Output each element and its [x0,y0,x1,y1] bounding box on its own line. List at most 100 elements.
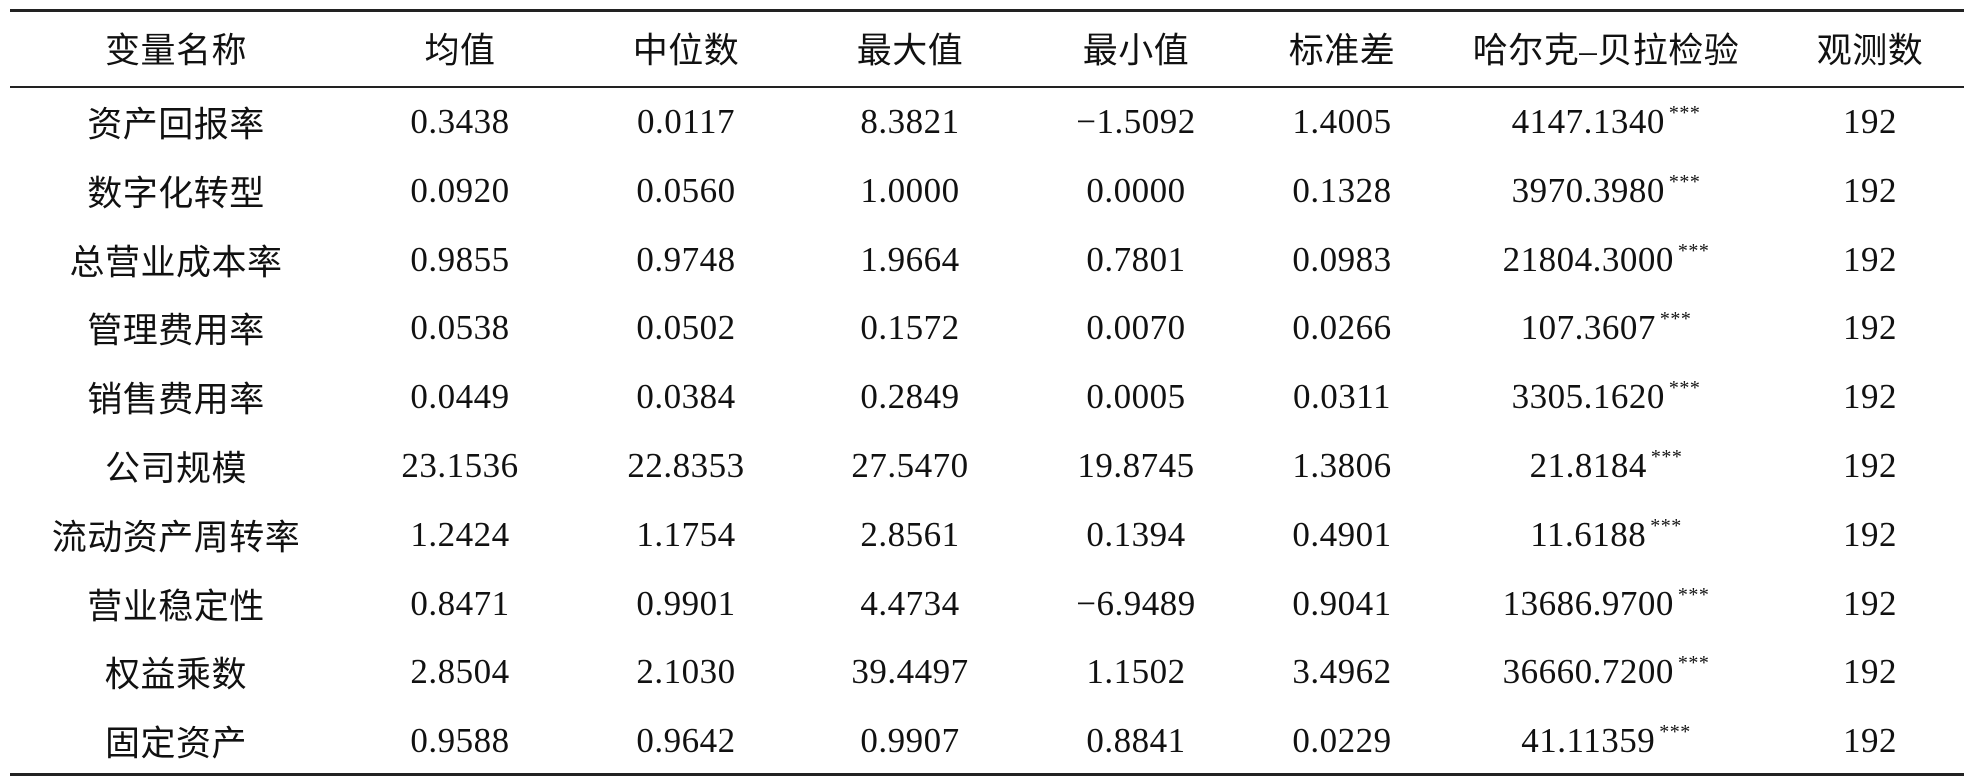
test-cell: 11.6188 *** [1530,515,1681,555]
value-cell: 0.2849 [860,377,960,417]
test-value: 21804.3000 [1502,239,1674,279]
variable-name: 销售费用率 [87,380,265,420]
test-value: 107.3607 [1520,308,1656,348]
header-cell: 哈尔克–贝拉检验 [1472,31,1740,71]
significance: *** [1659,308,1692,331]
header-cell: 最大值 [856,31,964,71]
value-cell: 0.0384 [636,377,736,417]
value-cell: 192 [1843,239,1897,279]
value-cell: 2.8504 [410,652,510,692]
header-cell: 标准差 [1288,31,1396,71]
header-rule [10,86,1964,88]
significance: *** [1668,170,1701,193]
value-cell: 0.1394 [1086,514,1186,554]
value-cell: 192 [1843,652,1897,692]
value-cell: 0.9748 [636,239,736,279]
test-cell: 3305.1620 *** [1512,377,1701,417]
test-cell: 107.3607 *** [1521,308,1692,348]
test-cell: 13686.9700 *** [1503,584,1710,624]
value-cell: 0.0117 [637,102,735,141]
header-cell: 均值 [424,31,496,71]
variable-name: 公司规模 [104,449,248,489]
value-cell: 0.0983 [1292,239,1392,279]
value-cell: 0.8471 [410,583,510,623]
value-cell: 0.9588 [410,721,510,761]
variable-name: 数字化转型 [87,174,265,214]
value-cell: 0.0311 [1293,377,1391,417]
value-cell: 0.9907 [860,721,960,761]
value-cell: 0.0560 [636,170,736,210]
value-cell: 3.4962 [1292,652,1392,692]
value-cell: 0.9642 [636,721,736,761]
value-cell: 0.9041 [1292,583,1392,623]
variable-name: 固定资产 [104,724,248,764]
value-cell: 192 [1843,721,1897,761]
value-cell: 192 [1843,377,1897,417]
value-cell: 0.1328 [1292,170,1392,210]
value-cell: 192 [1843,308,1897,348]
significance: *** [1668,102,1701,124]
value-cell: 1.9664 [860,239,960,279]
test-value: 41.11359 [1521,721,1656,761]
test-cell: 3970.3980 *** [1512,171,1701,211]
value-cell: 19.8745 [1077,446,1195,485]
significance: *** [1650,446,1683,468]
test-value: 13686.9700 [1502,583,1674,623]
significance: *** [1659,721,1691,744]
variable-name: 营业稳定性 [87,587,265,627]
value-cell: 27.5470 [851,446,969,485]
test-value: 11.6188 [1530,514,1647,554]
test-value: 3970.3980 [1511,170,1665,210]
value-cell: 0.0538 [410,308,510,348]
value-cell: 0.8841 [1086,721,1186,761]
value-cell: 0.3438 [410,102,510,141]
header-cell: 观测数 [1816,31,1924,71]
test-value: 21.8184 [1529,446,1647,485]
value-cell: 0.0920 [410,170,510,210]
value-cell: 0.9855 [410,239,510,279]
value-cell: 0.0000 [1086,170,1186,210]
value-cell: 0.0449 [410,377,510,417]
test-cell: 41.11359 *** [1521,721,1690,761]
variable-name: 资产回报率 [87,105,265,145]
top-rule [10,9,1964,12]
significance: *** [1650,514,1682,537]
value-cell: 0.0266 [1292,308,1392,348]
value-cell: 192 [1843,170,1897,210]
variable-name: 管理费用率 [87,311,265,351]
value-cell: 23.1536 [401,446,519,485]
value-cell: 0.0070 [1086,308,1186,348]
value-cell: 192 [1843,446,1897,485]
significance: *** [1668,377,1701,400]
value-cell: 2.1030 [636,652,736,692]
test-cell: 21804.3000 *** [1503,240,1710,280]
bottom-rule [10,773,1964,776]
test-cell: 36660.7200 *** [1503,652,1710,692]
value-cell: 0.0229 [1292,721,1392,761]
value-cell: 1.4005 [1292,102,1392,141]
value-cell: 8.3821 [860,102,960,141]
value-cell: 22.8353 [627,446,745,485]
test-cell: 21.8184 *** [1530,446,1683,486]
value-cell: 2.8561 [860,514,960,554]
value-cell: −6.9489 [1076,583,1196,623]
value-cell: 0.0005 [1086,377,1186,417]
value-cell: 0.0502 [636,308,736,348]
header-cell: 最小值 [1082,31,1190,71]
variable-name: 流动资产周转率 [51,518,301,558]
value-cell: 1.1502 [1086,652,1186,692]
variable-name: 总营业成本率 [69,243,283,283]
header-cell: 变量名称 [104,31,248,71]
value-cell: 0.1572 [860,308,960,348]
significance: *** [1677,652,1710,675]
value-cell: 0.7801 [1086,239,1186,279]
value-cell: 192 [1843,583,1897,623]
value-cell: 192 [1843,514,1897,554]
test-cell: 4147.1340 *** [1512,102,1701,142]
significance: *** [1677,583,1710,606]
value-cell: 1.0000 [860,170,960,210]
value-cell: 1.2424 [410,514,510,554]
value-cell: 192 [1843,102,1897,141]
test-value: 36660.7200 [1502,652,1674,692]
